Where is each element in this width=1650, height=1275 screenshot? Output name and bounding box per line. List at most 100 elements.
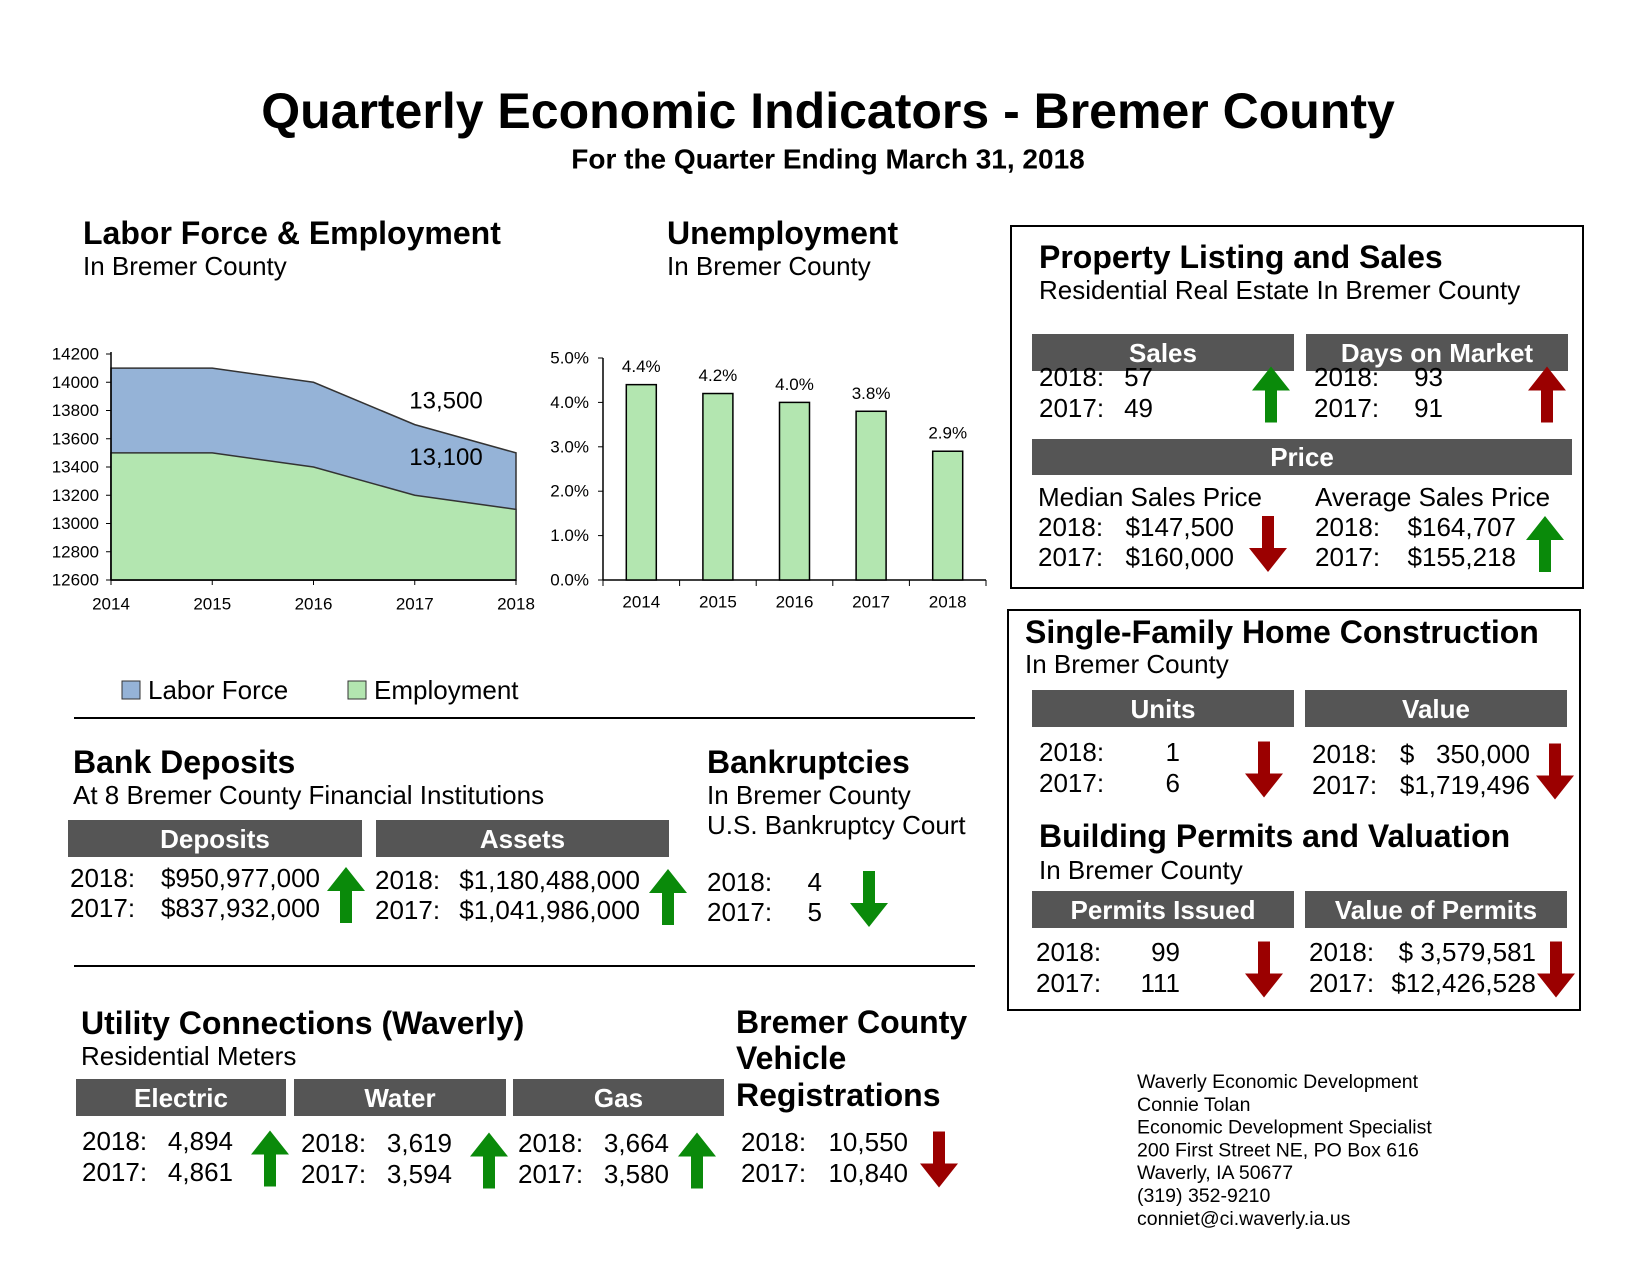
section-title: Bank Deposits	[73, 744, 295, 780]
x-tick-label: 2014	[622, 593, 660, 612]
contact-line: 200 First Street NE, PO Box 616	[1137, 1139, 1419, 1161]
row-label: 2018:	[82, 1126, 147, 1156]
y-tick-label: 4.0%	[550, 393, 589, 412]
heading-bar	[294, 1079, 506, 1116]
block-heading: Sales	[1129, 338, 1197, 368]
value-label: 13,100	[409, 444, 482, 471]
row-value: $164,707	[1408, 512, 1516, 542]
row-label: 2017:	[1039, 393, 1104, 423]
row-label: 2018:	[1315, 512, 1380, 542]
row-value: $147,500	[1126, 512, 1234, 542]
row-value: 4,894	[168, 1126, 233, 1156]
contact-line: Economic Development Specialist	[1137, 1117, 1432, 1139]
section-title: Bremer County	[736, 1004, 967, 1040]
row-value: 3,594	[387, 1159, 452, 1189]
section-title: Single-Family Home Construction	[1025, 614, 1539, 650]
x-tick-label: 2015	[699, 593, 737, 612]
y-tick-label: 13600	[52, 429, 99, 448]
row-label: 2017:	[70, 893, 135, 923]
trend-arrow	[678, 1132, 716, 1189]
row-label: 2017:	[1312, 770, 1377, 800]
y-tick-label: 14200	[52, 345, 99, 364]
row-value: 3,664	[604, 1128, 669, 1158]
block-heading: Permits Issued	[1071, 895, 1256, 925]
row-label: 2018:	[518, 1128, 583, 1158]
row-value: 91	[1414, 393, 1443, 423]
y-tick-label: 14000	[52, 373, 99, 392]
row-label: 2017:	[375, 895, 440, 925]
trend-arrow	[1249, 516, 1287, 572]
contact-line: Waverly Economic Development	[1137, 1071, 1419, 1093]
block-caption: Average Sales Price	[1315, 482, 1550, 512]
row-label: 2018:	[70, 863, 135, 893]
heading-bar	[68, 820, 362, 857]
row-value: $1,719,496	[1400, 770, 1530, 800]
row-value: 3,580	[604, 1159, 669, 1189]
x-tick-label: 2018	[929, 593, 967, 612]
x-tick-label: 2018	[497, 595, 535, 614]
legend-swatch	[121, 680, 141, 700]
heading-bar	[1306, 334, 1568, 371]
row-label: 2017:	[301, 1159, 366, 1189]
block-heading: Value	[1402, 694, 1470, 724]
section-bar	[1032, 439, 1572, 475]
x-tick-label: 2015	[193, 595, 231, 614]
trend-arrow	[1528, 366, 1566, 423]
trend-arrow	[1526, 516, 1564, 572]
heading-bar	[376, 820, 669, 857]
row-label: 2018:	[1039, 362, 1104, 392]
row-value: 4	[808, 867, 822, 897]
y-tick-label: 0.0%	[550, 571, 589, 590]
row-value: $1,180,488,000	[459, 865, 640, 895]
y-tick-label: 3.0%	[550, 437, 589, 456]
block-heading: Deposits	[160, 824, 270, 854]
row-value: 49	[1124, 393, 1153, 423]
construction-box	[1007, 609, 1581, 1011]
row-label: 2017:	[1038, 542, 1103, 572]
y-tick-label: 13400	[52, 458, 99, 477]
section-title: Property Listing and Sales	[1039, 239, 1443, 275]
row-value: 111	[1140, 968, 1180, 998]
section-subtitle: At 8 Bremer County Financial Institution…	[73, 780, 544, 810]
value-label: 2.9%	[928, 424, 967, 443]
value-label: 13,500	[409, 387, 482, 414]
section-subtitle: Residential Meters	[81, 1041, 296, 1071]
row-value: 6	[1166, 768, 1180, 798]
row-value: $12,426,528	[1391, 968, 1536, 998]
row-label: 2017:	[82, 1157, 147, 1187]
row-value: $155,218	[1408, 542, 1516, 572]
bar	[778, 401, 811, 581]
row-value: $837,932,000	[161, 893, 320, 923]
block-heading: Water	[364, 1083, 435, 1113]
trend-arrow	[251, 1130, 289, 1187]
x-tick-label: 2016	[295, 595, 333, 614]
trend-arrow	[327, 867, 365, 923]
row-value: $950,977,000	[161, 863, 320, 893]
section-title: Bankruptcies	[707, 744, 910, 780]
heading-bar	[1032, 690, 1294, 727]
chart-title: Unemployment	[667, 215, 898, 251]
row-value: $1,041,986,000	[459, 895, 640, 925]
y-tick-label: 13200	[52, 486, 99, 505]
trend-arrow	[1252, 366, 1290, 423]
row-label: 2018:	[741, 1127, 806, 1157]
section-title: Vehicle	[736, 1040, 846, 1076]
section-title: Building Permits and Valuation	[1039, 818, 1510, 854]
row-value: 93	[1414, 362, 1443, 392]
page-subtitle: For the Quarter Ending March 31, 2018	[571, 144, 1084, 175]
chart-subtitle: In Bremer County	[667, 251, 871, 281]
row-value: $160,000	[1126, 542, 1234, 572]
trend-arrow	[920, 1131, 958, 1188]
contact-line: conniet@ci.waverly.ia.us	[1137, 1208, 1351, 1230]
bar	[625, 383, 658, 581]
block-heading: Assets	[480, 824, 565, 854]
row-label: 2018:	[1036, 937, 1101, 967]
bar	[855, 410, 887, 581]
heading-bar	[1032, 891, 1294, 928]
block-heading: Units	[1131, 694, 1196, 724]
legend-label: Employment	[374, 675, 519, 705]
row-label: 2017:	[741, 1158, 806, 1188]
trend-arrow	[850, 871, 888, 927]
